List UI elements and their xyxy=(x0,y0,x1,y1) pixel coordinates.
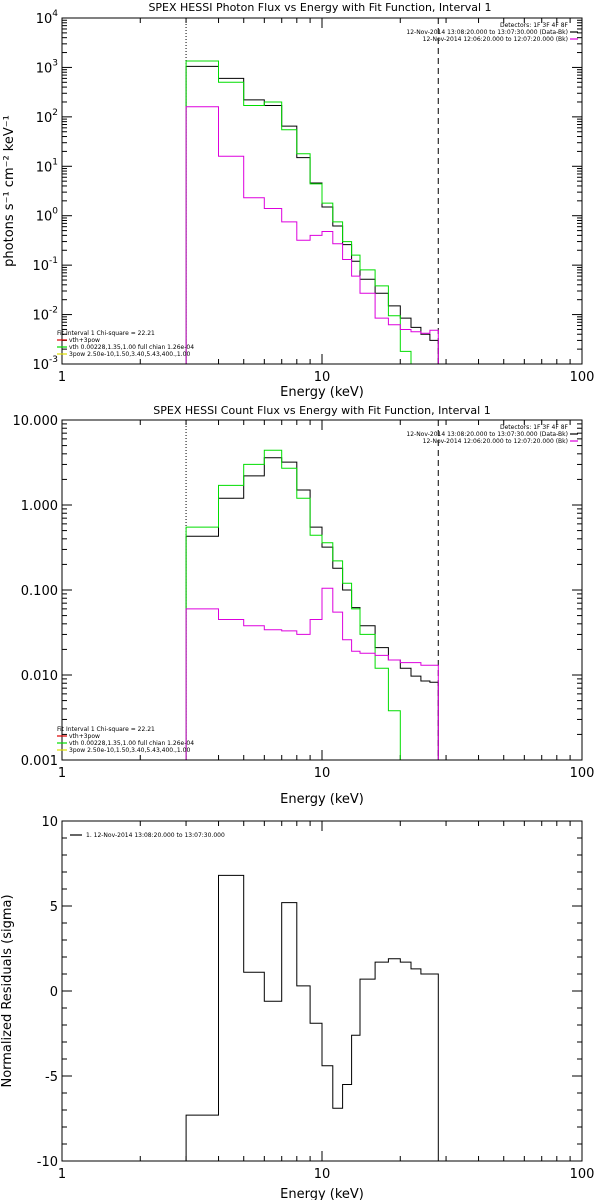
photon-y-tick-label: 10-3 xyxy=(32,355,58,373)
residuals-series-legend-label: 1. 12-Nov-2014 13:08:20.000 to 13:07:30.… xyxy=(86,832,225,839)
residuals-y-axis-label: Normalized Residuals (sigma) xyxy=(0,894,15,1087)
count-flux-panel: SPEX HESSI Count Flux vs Energy with Fit… xyxy=(13,404,595,807)
photon-y-axis-label: photons s⁻¹ cm⁻² keV⁻¹ xyxy=(2,115,17,267)
photon-y-tick-label: 102 xyxy=(36,108,58,126)
residuals-x-axis-label: Energy (keV) xyxy=(280,1187,364,1200)
count-series-2 xyxy=(185,587,439,760)
photon-x-tick-label: 1 xyxy=(58,370,66,385)
count-y-tick-label: 10.000 xyxy=(13,414,59,429)
count-x-axis-label: Energy (keV) xyxy=(280,792,364,807)
residuals-plot-frame xyxy=(61,820,583,1162)
count-x-tick-label: 1 xyxy=(58,766,66,781)
photon-legend-entry: 12-Nov-2014 12:06:20.000 to 12:07:20.000… xyxy=(423,36,568,43)
count-y-tick-label: 1.000 xyxy=(21,499,58,514)
count-x-tick-label: 10 xyxy=(314,766,331,781)
photon-fit-legend-entry: vth+3pow xyxy=(69,337,100,344)
residuals-panel: 1 10 100 -10 -5 0 5 10 1. 12-Nov-2014 13:08:20.… xyxy=(0,815,594,1200)
photon-chart-title: SPEX HESSI Photon Flux vs Energy with Fi… xyxy=(148,1,491,14)
photon-fit-legend-entry: vth 0.00228,1.35,1.00 full chian 1.26e-0… xyxy=(69,344,194,351)
residuals-y-tick-label: 5 xyxy=(50,900,58,915)
residuals-x-tick-label: 1 xyxy=(58,1167,66,1182)
count-series-1 xyxy=(185,449,439,761)
residuals-y-tick-label: -5 xyxy=(45,1070,58,1085)
count-fit-legend-entry: Fit Interval 1 Chi-square = 22.21 xyxy=(57,726,155,733)
photon-y-tick-label: 10-1 xyxy=(32,256,58,274)
count-y-tick-label: 0.100 xyxy=(21,584,58,599)
photon-fit-legend-entry: Fit Interval 1 Chi-square = 22.21 xyxy=(57,330,155,337)
residuals-x-tick-label: 100 xyxy=(570,1167,595,1182)
residuals-x-tick-label: 10 xyxy=(314,1167,331,1182)
residuals-y-tick-label: 10 xyxy=(41,815,58,830)
photon-y-tick-label: 10-2 xyxy=(32,306,58,324)
residuals-series-0 xyxy=(185,874,439,1161)
count-chart-title: SPEX HESSI Count Flux vs Energy with Fit… xyxy=(153,404,490,417)
count-fit-legend-entry: 3pow 2.50e-10,1.50,3.40,5.43,400.,1.00 xyxy=(69,747,190,754)
count-x-tick-label: 100 xyxy=(570,766,595,781)
photon-x-tick-label: 10 xyxy=(314,370,331,385)
count-y-tick-label: 0.010 xyxy=(21,669,58,684)
photon-fit-legend-entry: 3pow 2.50e-10,1.50,3.40,5.43,400.,1.00 xyxy=(69,351,190,358)
count-legend-entry: Detectors: 1F 3F 4F 8F xyxy=(500,424,569,431)
photon-legend-entry: Detectors: 1F 3F 4F 8F xyxy=(500,22,569,29)
count-plot-frame xyxy=(61,419,583,761)
photon-flux-panel: SPEX HESSI Photon Flux vs Energy with Fi… xyxy=(2,1,594,400)
photon-y-tick-label: 103 xyxy=(36,58,58,76)
count-legend-entry: 12-Nov-2014 12:06:20.000 to 12:07:20.000… xyxy=(423,438,568,445)
count-fit-legend-entry: vth+3pow xyxy=(69,733,100,740)
photon-plot-frame xyxy=(61,17,583,365)
residuals-y-tick-label: -10 xyxy=(37,1155,58,1170)
residuals-y-tick-label: 0 xyxy=(50,985,58,1000)
photon-y-tick-label: 104 xyxy=(36,9,59,27)
count-legend-entry: 12-Nov-2014 13:08:20.000 to 13:07:30.000… xyxy=(406,431,568,438)
photon-y-tick-label: 100 xyxy=(36,207,59,225)
count-fit-legend-entry: vth 0.00228,1.35,1.00 full chian 1.26e-0… xyxy=(69,740,194,747)
count-y-tick-label: 0.001 xyxy=(21,754,58,769)
photon-x-axis-label: Energy (keV) xyxy=(280,385,364,400)
photon-y-tick-label: 101 xyxy=(36,157,58,175)
photon-series-2 xyxy=(185,106,439,364)
photon-legend-entry: 12-Nov-2014 13:08:20.000 to 13:07:30.000… xyxy=(406,29,568,36)
photon-x-tick-label: 100 xyxy=(570,370,595,385)
